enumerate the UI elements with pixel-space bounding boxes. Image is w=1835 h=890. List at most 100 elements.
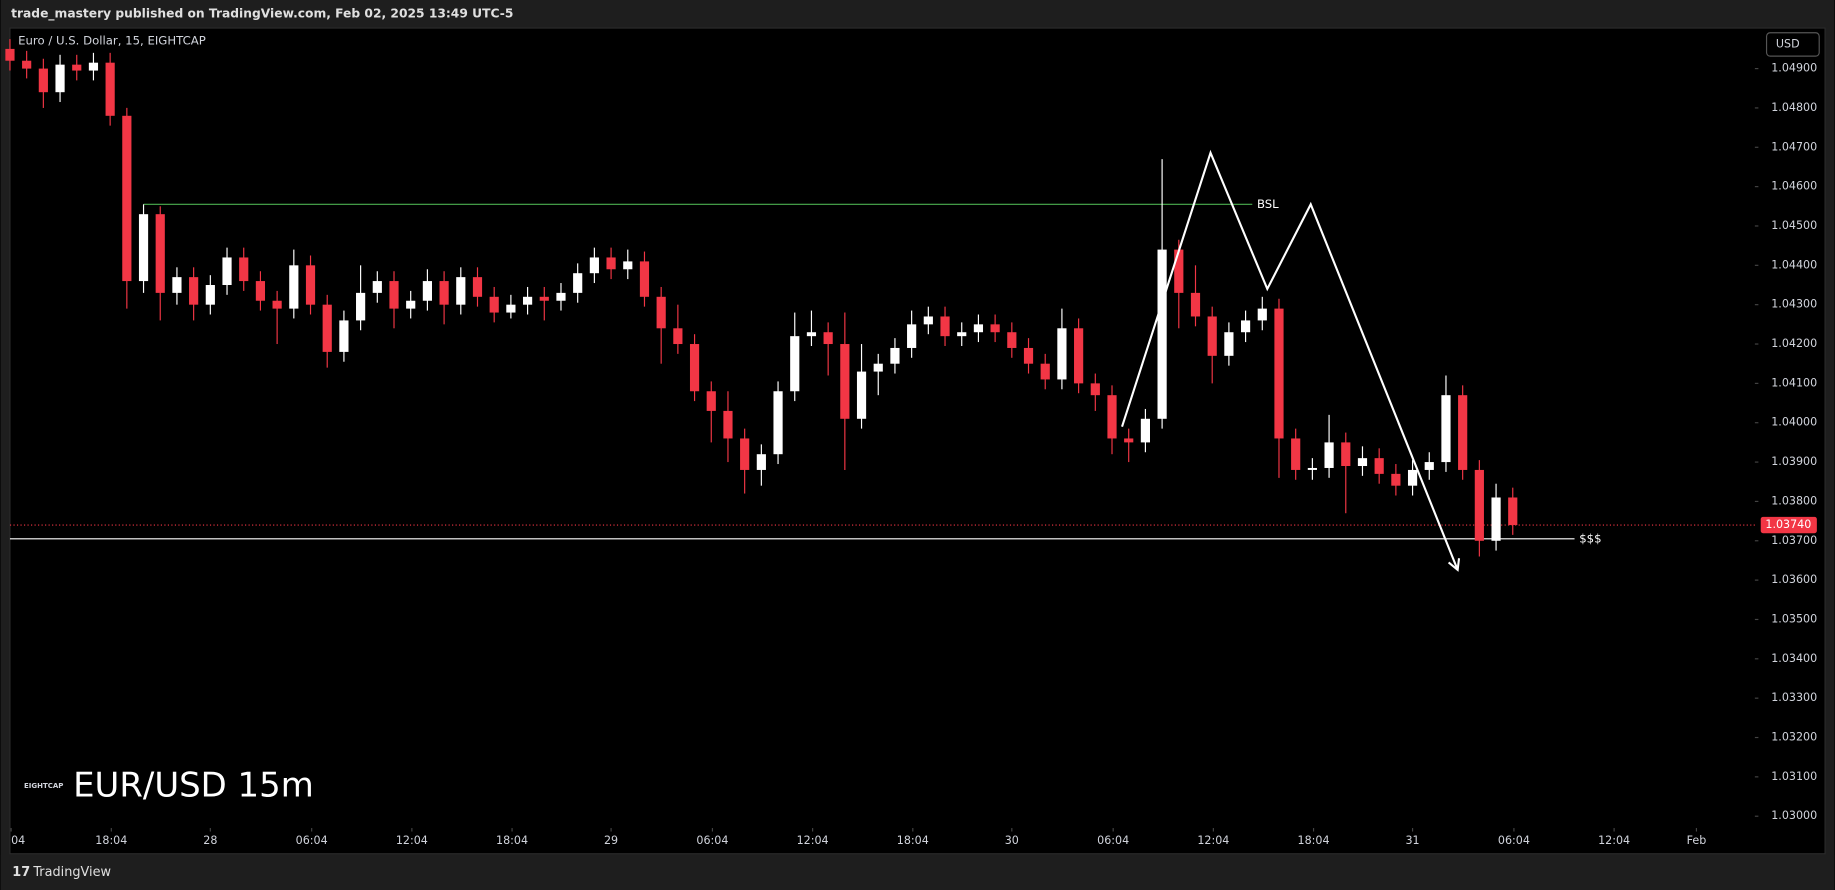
candle-body (38, 68, 48, 93)
candle-body (372, 281, 382, 293)
candle-body (1157, 249, 1167, 419)
x-tick-label: 18:04 (897, 834, 929, 847)
candle-body (322, 304, 332, 352)
candle-body (506, 304, 516, 313)
candle-body (689, 344, 700, 392)
x-tick-label: 12:04 (396, 834, 428, 847)
candle-body (522, 296, 533, 305)
y-tick-label: 1.03200 (1771, 731, 1817, 744)
x-tick-label: 06:04 (696, 834, 728, 847)
candle-body (356, 292, 366, 321)
y-tick-label: 1.04200 (1771, 337, 1817, 350)
candle-body (205, 285, 215, 305)
y-tick-label: 1.03100 (1771, 770, 1817, 783)
candle-body (957, 332, 967, 337)
candle-body (1190, 292, 1201, 317)
candle-body (890, 347, 900, 364)
candle-body (1040, 363, 1050, 380)
candle-body (1341, 442, 1351, 467)
candle-body (1357, 458, 1368, 467)
candle-body (973, 324, 984, 333)
y-tick-label: 1.04000 (1771, 416, 1817, 429)
candle-body (1057, 328, 1067, 380)
broker-logo: EIGHTCAP (24, 781, 63, 790)
candle-body (472, 277, 483, 297)
x-tick-label: 06:04 (1097, 834, 1129, 847)
y-tick-label: 1.04400 (1771, 258, 1817, 271)
candle-body (923, 316, 933, 325)
candle-body (1207, 316, 1217, 356)
candle-body (1090, 383, 1100, 396)
candle-body (1474, 469, 1484, 541)
y-tick-label: 1.04600 (1771, 180, 1817, 193)
watermark: EUR/USD 15m (73, 766, 314, 805)
candle-body (856, 371, 867, 419)
candle-body (1407, 469, 1418, 486)
candle-body (305, 265, 316, 305)
candle-body (172, 277, 182, 293)
candle-body (1424, 462, 1434, 470)
candle-body (1324, 442, 1334, 468)
footer (0, 854, 1835, 890)
candle-body (1224, 332, 1234, 356)
x-tick-label: 29 (604, 834, 618, 847)
x-tick-label: 18:04 (95, 834, 127, 847)
candle-body (1458, 395, 1468, 470)
y-tick-label: 1.03500 (1771, 612, 1817, 625)
candle-body (723, 410, 733, 439)
candle-body (189, 277, 199, 305)
x-tick-label: 30 (1005, 834, 1019, 847)
candle-body (22, 60, 32, 69)
x-tick-label: Feb (1687, 834, 1707, 847)
x-tick-label: 18:04 (1298, 834, 1330, 847)
x-tick-label: 12:04 (1598, 834, 1630, 847)
candle-body (840, 344, 850, 419)
candle-body (239, 257, 249, 282)
level-label: $$$ (1579, 531, 1601, 545)
candle-body (623, 261, 633, 270)
candle-body (422, 281, 432, 301)
candle-body (138, 214, 149, 282)
candle-body (990, 324, 1000, 333)
x-tick-label: 12:04 (1197, 834, 1229, 847)
candle-body (456, 277, 466, 305)
y-tick-label: 1.03700 (1771, 534, 1817, 547)
candle-body (122, 115, 132, 282)
candle-body (740, 438, 750, 470)
footer-brand: TradingView (32, 865, 111, 880)
zigzag-drawing (1121, 149, 1459, 571)
candle-body (556, 292, 566, 301)
candle-body (589, 257, 599, 274)
currency-button[interactable] (1765, 32, 1820, 57)
candle-body (489, 296, 499, 313)
y-tick-label: 1.04800 (1771, 101, 1817, 114)
candle-body (1307, 467, 1317, 470)
candle-body (1257, 308, 1267, 321)
published-note: trade_mastery published on TradingView.c… (11, 7, 513, 22)
candle-body (940, 316, 950, 337)
candle-body (339, 320, 349, 352)
candle-body (639, 261, 650, 297)
candle-body (406, 300, 416, 309)
footer-logo: 𝟭𝟳 (12, 865, 30, 880)
candle-body (272, 300, 282, 309)
y-tick-label: 1.03600 (1771, 573, 1817, 586)
candle-body (790, 336, 800, 392)
x-tick-label: 12:04 (797, 834, 829, 847)
y-tick-label: 1.04900 (1771, 62, 1817, 75)
y-tick-label: 1.03300 (1771, 691, 1817, 704)
candle-body (255, 281, 266, 301)
last-price-label: 1.03740 (1765, 518, 1811, 531)
x-tick-label: 06:04 (1498, 834, 1530, 847)
candle-body (1291, 438, 1301, 470)
candle-body (907, 324, 917, 348)
candle-body (873, 363, 883, 372)
candle-body (573, 273, 583, 293)
candle-body (55, 64, 65, 93)
candle-body (88, 62, 99, 71)
candle-body (155, 214, 165, 293)
x-tick-label: 18:04 (496, 834, 528, 847)
last-price-box (1760, 516, 1817, 534)
candle-body (1074, 328, 1084, 384)
